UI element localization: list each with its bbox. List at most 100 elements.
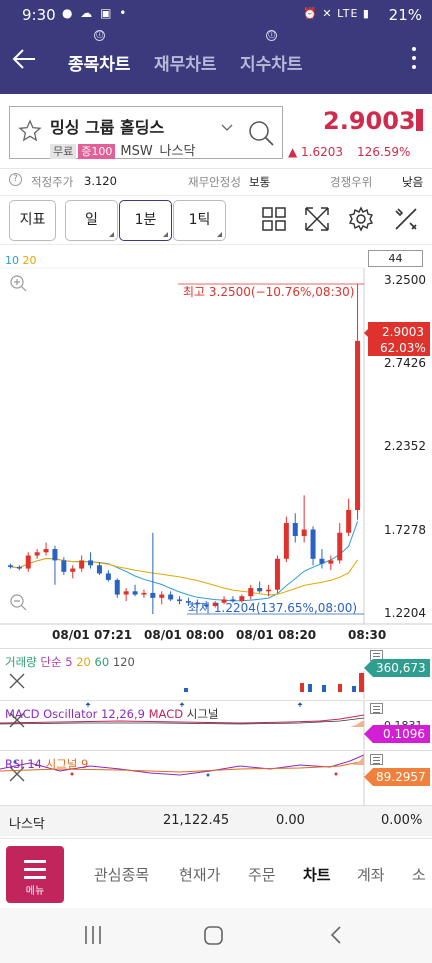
- search-icon[interactable]: [247, 119, 275, 147]
- nav-account[interactable]: 계좌: [357, 866, 385, 884]
- volume-ma-type: 단순: [40, 655, 62, 669]
- candle-body: [248, 588, 254, 597]
- macd-plot-svg: [0, 701, 365, 749]
- tab-stock-chart[interactable]: ⓘ 종목차트: [68, 30, 131, 75]
- stability-label: 재무안정성: [188, 175, 241, 189]
- favorite-star-icon[interactable]: [18, 119, 42, 143]
- macd-line-label: MACD: [148, 707, 184, 721]
- ma-legend: 10 20: [5, 254, 37, 267]
- price-axis-label: 1.7278: [384, 523, 426, 537]
- candle-body: [25, 555, 31, 569]
- time-axis-label: 08/01 08:20: [236, 628, 316, 642]
- volume-label: 거래량: [5, 655, 37, 669]
- free-tag: 무료: [50, 144, 77, 159]
- index-ticker-row[interactable]: 나스닥 21,122.45 0.00 0.00%: [0, 805, 432, 836]
- margin-tag: 증100: [78, 144, 116, 159]
- index-change: 0.00: [276, 813, 305, 828]
- volume-value-tag: 360,673: [364, 659, 430, 677]
- home-icon[interactable]: [204, 926, 223, 945]
- nav-chart[interactable]: 차트: [303, 866, 331, 884]
- menu-label: 메뉴: [25, 886, 45, 897]
- current-price-tag-value: 2.9003: [382, 325, 424, 339]
- ma20-line: [10, 557, 359, 596]
- rsi-value-tag: 89.2957: [364, 768, 430, 786]
- stock-selector[interactable]: 밍싱 그룹 홀딩스 무료 증100 MSW 나스닥: [9, 106, 283, 159]
- change-percent: 126.59%: [357, 145, 411, 159]
- app-header: 9:30 ● ☁ ▣ • ⏰ ✕ LTE ▮ 21% ⓘ 종목차트 재무차트 ⓘ…: [0, 0, 432, 94]
- back-arrow-icon[interactable]: [10, 44, 40, 74]
- candle-body: [212, 602, 218, 606]
- current-pct-tag-value: 62.03%: [380, 341, 426, 355]
- grid-layout-icon[interactable]: [260, 205, 288, 233]
- zoom-out-icon[interactable]: [10, 594, 27, 611]
- battery-level: 21%: [388, 6, 422, 24]
- macd-menu-icon[interactable]: [370, 703, 383, 714]
- price-axis-label: 1.2204: [384, 606, 426, 620]
- tick-label: 1틱: [188, 212, 211, 228]
- index-change-pct: 0.00%: [381, 813, 423, 828]
- chevron-down-icon[interactable]: [220, 123, 234, 133]
- volume-panel[interactable]: 거래량 단순 5 20 60 120: [0, 648, 432, 670]
- volume-bars-svg: [9, 671, 365, 699]
- status-bar: 9:30 ● ☁ ▣ • ⏰ ✕ LTE ▮ 21%: [0, 0, 432, 30]
- nav-order[interactable]: 주문: [248, 866, 276, 884]
- more-menu-icon[interactable]: [410, 44, 418, 74]
- status-time: 9:30: [22, 6, 56, 24]
- macd-signal-label: 시그널: [186, 707, 219, 721]
- nav-current-price[interactable]: 현재가: [179, 866, 221, 884]
- index-name: 나스닥: [9, 817, 45, 832]
- tab-label: 종목차트: [68, 55, 131, 75]
- recent-apps-icon[interactable]: [85, 926, 101, 944]
- price-axis-label: 2.7426: [384, 356, 426, 370]
- menu-button[interactable]: 메뉴: [6, 846, 64, 903]
- candle-chart-svg[interactable]: 3.2500 2.7426 2.2352 1.7278 1.2204 08/01 07:2…: [0, 246, 432, 648]
- current-price-tag: [368, 322, 430, 356]
- tab-financial-chart[interactable]: 재무차트: [154, 50, 217, 75]
- nav-watchlist[interactable]: 관심종목: [94, 866, 150, 884]
- candle-body: [257, 588, 263, 592]
- time-axis-label: 08:30: [348, 628, 386, 642]
- candle-body: [310, 529, 316, 559]
- macd-panel[interactable]: MACD Oscillator 12,26,9 MACD 시그널 0.1831 …: [0, 700, 432, 749]
- interval-button[interactable]: 1분: [119, 200, 172, 241]
- macd-label: MACD Oscillator 12,26,9: [5, 707, 145, 721]
- new-badge-icon: ⓘ: [94, 30, 106, 41]
- interval-label: 1분: [134, 212, 157, 228]
- fair-price-value: 3.120: [84, 174, 117, 188]
- volume-plot[interactable]: 360,673: [0, 650, 432, 699]
- candle-body: [16, 566, 22, 569]
- tools-icon[interactable]: [392, 205, 420, 233]
- candle-body: [141, 592, 147, 595]
- candle-body: [159, 594, 165, 598]
- zoom-in-icon[interactable]: [10, 275, 27, 292]
- tick-button[interactable]: 1틱: [173, 200, 226, 241]
- price-axis-label: 3.2500: [384, 273, 426, 287]
- rsi-menu-icon[interactable]: [370, 754, 383, 765]
- candle-count-box[interactable]: 44: [368, 250, 423, 267]
- candle-body: [70, 568, 76, 572]
- rsi-panel[interactable]: RSI 14 시그널 9 89.2957: [0, 750, 432, 806]
- back-nav-icon[interactable]: [330, 926, 341, 944]
- candle-body: [123, 591, 129, 595]
- candle-body: [52, 549, 58, 561]
- candle-body: [185, 601, 191, 603]
- settings-gear-icon[interactable]: [347, 205, 375, 233]
- price-chart[interactable]: 10 20 44 3.2500 2.7426 2.2352 1.7278 1.2204 0: [0, 246, 432, 648]
- volume-p2: 20: [76, 655, 91, 669]
- candle-body: [43, 549, 49, 553]
- candle-body: [337, 532, 343, 561]
- nav-more[interactable]: 소: [412, 866, 426, 884]
- help-icon[interactable]: ?: [9, 173, 22, 186]
- ticker: MSW: [120, 144, 153, 159]
- volume-p3: 60: [94, 655, 110, 669]
- tab-index-chart[interactable]: ⓘ 지수차트: [240, 30, 303, 75]
- index-value: 21,122.45: [163, 813, 230, 828]
- valuation-row: ? 적정주가 3.120 재무안정성 보통 경쟁우위 낮음: [0, 168, 432, 192]
- competition-value: 낮음: [402, 175, 424, 189]
- indicator-button[interactable]: 지표: [9, 200, 56, 241]
- time-axis-label: 08/01 07:21: [52, 628, 132, 642]
- candle-body: [239, 596, 245, 602]
- candle-body: [230, 599, 236, 602]
- period-button[interactable]: 일: [65, 200, 118, 241]
- fullscreen-icon[interactable]: [303, 205, 331, 233]
